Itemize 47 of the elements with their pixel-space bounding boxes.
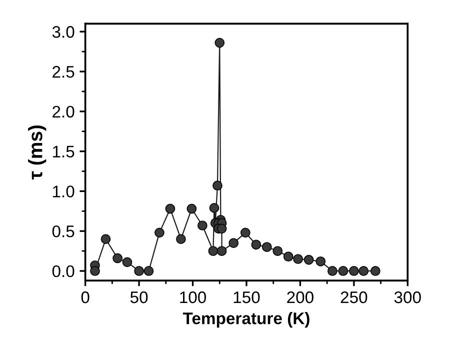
y-tick-label: 0.0: [52, 265, 74, 278]
point: [338, 266, 348, 276]
point: [272, 246, 283, 256]
point: [262, 242, 272, 252]
point: [358, 266, 369, 276]
x-tick-label: 200: [287, 291, 314, 304]
point: [316, 256, 326, 266]
point: [209, 203, 220, 213]
y-tick-label: 1.5: [53, 146, 74, 158]
y-tick-label: 3.0: [52, 26, 74, 38]
y-tick-label: 2.0: [52, 106, 74, 118]
x-tick-label: 100: [180, 291, 206, 304]
point: [240, 228, 250, 238]
y-axis-title: τ (ms): [28, 126, 46, 180]
point: [197, 220, 208, 230]
y-tick-label: 1.0: [53, 186, 74, 198]
point: [165, 204, 176, 214]
point: [186, 204, 197, 214]
point: [90, 266, 100, 276]
x-axis-title: Temperature (K): [182, 312, 310, 328]
point: [283, 252, 294, 262]
point: [176, 234, 186, 244]
point: [134, 266, 144, 276]
point: [154, 228, 164, 238]
point: [228, 238, 239, 248]
y-tick-label: 2.5: [52, 66, 74, 78]
point: [144, 266, 154, 276]
point: [100, 234, 111, 244]
point: [212, 180, 222, 191]
point: [112, 253, 122, 264]
point: [251, 240, 262, 250]
x-tick-label: 300: [394, 291, 421, 304]
y-tick-label: 0.5: [52, 225, 74, 238]
point: [348, 266, 359, 276]
x-tick-label: 0: [81, 291, 90, 304]
point: [370, 266, 380, 276]
x-tick-label: 50: [130, 291, 148, 304]
point: [304, 254, 314, 265]
point: [216, 246, 227, 256]
point: [214, 38, 225, 48]
point: [216, 224, 227, 234]
x-tick-label: 150: [234, 291, 260, 304]
point: [293, 254, 303, 264]
point: [208, 246, 218, 256]
point: [122, 257, 132, 268]
point: [328, 266, 338, 276]
x-tick-label: 250: [340, 291, 368, 304]
